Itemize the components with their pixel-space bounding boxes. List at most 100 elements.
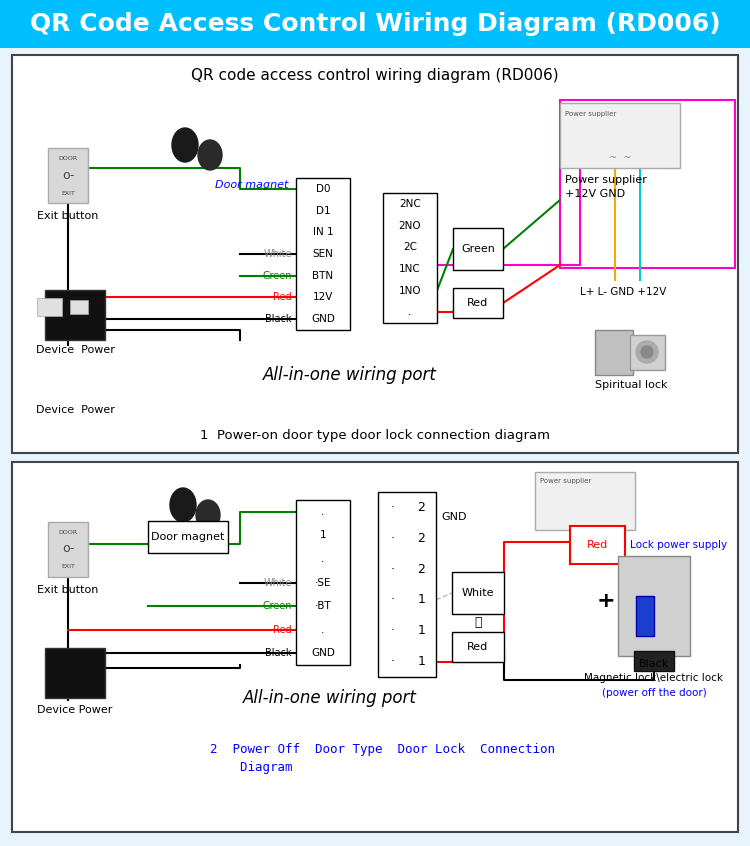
- Text: White: White: [263, 249, 292, 259]
- Bar: [560, 103, 680, 168]
- Bar: [383, 193, 437, 323]
- Text: Device  Power: Device Power: [35, 405, 115, 415]
- Text: D0: D0: [316, 184, 330, 194]
- Text: DOOR: DOOR: [58, 530, 77, 535]
- Text: ·: ·: [391, 624, 394, 637]
- Text: Exit button: Exit button: [38, 211, 99, 221]
- Text: Door magnet: Door magnet: [215, 180, 288, 190]
- Bar: [453, 288, 503, 318]
- Text: 1: 1: [320, 530, 326, 541]
- Text: Device Power: Device Power: [38, 705, 112, 715]
- Bar: [0, 0, 750, 48]
- Text: 2  Power Off  Door Type  Door Lock  Connection: 2 Power Off Door Type Door Lock Connecti…: [210, 744, 555, 756]
- Text: 1: 1: [418, 624, 425, 637]
- Text: .: .: [321, 624, 325, 634]
- Text: Black: Black: [639, 659, 669, 669]
- Text: EXIT: EXIT: [61, 190, 75, 195]
- Bar: [452, 572, 504, 614]
- Text: SEN: SEN: [313, 249, 334, 259]
- Text: Spiritual lock: Spiritual lock: [595, 380, 668, 390]
- Text: Lock power supply: Lock power supply: [630, 540, 727, 550]
- Text: Red: Red: [467, 642, 489, 652]
- Bar: [595, 330, 633, 375]
- Bar: [296, 178, 350, 330]
- Text: 1: 1: [418, 655, 425, 668]
- Text: 1NO: 1NO: [399, 285, 422, 295]
- Text: ·SE: ·SE: [315, 578, 332, 587]
- Text: Green: Green: [262, 271, 292, 281]
- Bar: [45, 290, 105, 340]
- Text: ·: ·: [391, 593, 394, 607]
- Text: Power supplier: Power supplier: [565, 111, 616, 117]
- Text: All-in-one wiring port: All-in-one wiring port: [243, 689, 417, 707]
- Bar: [48, 148, 88, 203]
- Text: Green: Green: [461, 244, 495, 254]
- Text: o-: o-: [62, 168, 74, 182]
- Bar: [560, 100, 735, 268]
- Bar: [12, 55, 738, 453]
- Bar: [12, 462, 738, 832]
- Text: 2: 2: [418, 563, 425, 575]
- Text: Door magnet: Door magnet: [152, 532, 225, 542]
- Text: Exit button: Exit button: [38, 585, 99, 595]
- Bar: [378, 492, 436, 677]
- Text: .: .: [321, 507, 325, 517]
- Text: GND: GND: [311, 314, 335, 324]
- Bar: [37, 298, 62, 316]
- Text: EXIT: EXIT: [61, 564, 75, 569]
- Text: White: White: [263, 578, 292, 587]
- Bar: [453, 228, 503, 270]
- Bar: [45, 648, 105, 698]
- Text: Green: Green: [262, 601, 292, 611]
- Text: Power supplier: Power supplier: [565, 175, 646, 185]
- Bar: [296, 500, 350, 665]
- Bar: [570, 526, 625, 564]
- Bar: [618, 556, 690, 656]
- Text: Diagram: Diagram: [210, 761, 292, 774]
- Text: +12V GND: +12V GND: [565, 189, 626, 199]
- Text: GND: GND: [311, 648, 335, 658]
- Text: 12V: 12V: [313, 293, 333, 302]
- Circle shape: [641, 346, 653, 358]
- Text: 1NC: 1NC: [399, 264, 421, 274]
- Text: Black: Black: [266, 648, 292, 658]
- Text: ·: ·: [391, 563, 394, 575]
- Bar: [634, 651, 674, 671]
- Bar: [148, 521, 228, 553]
- Text: ·BT: ·BT: [315, 601, 332, 611]
- Bar: [452, 632, 504, 662]
- Text: BTN: BTN: [313, 271, 334, 281]
- Text: +: +: [597, 591, 615, 611]
- Bar: [48, 522, 88, 577]
- Text: QR code access control wiring diagram (RD006): QR code access control wiring diagram (R…: [191, 68, 559, 83]
- Text: 2NC: 2NC: [399, 199, 421, 209]
- Text: ~  ~: ~ ~: [609, 153, 631, 163]
- Text: 1: 1: [418, 593, 425, 607]
- Text: White: White: [462, 588, 494, 598]
- Ellipse shape: [172, 128, 198, 162]
- Ellipse shape: [198, 140, 222, 170]
- Bar: [636, 596, 654, 636]
- Text: ·: ·: [391, 532, 394, 545]
- Text: ·: ·: [391, 655, 394, 668]
- Text: Magnetic lock\electric lock: Magnetic lock\electric lock: [584, 673, 724, 683]
- Bar: [535, 472, 635, 530]
- Text: L+ L- GND +12V: L+ L- GND +12V: [580, 287, 666, 297]
- Text: .: .: [408, 307, 412, 317]
- Text: QR Code Access Control Wiring Diagram (RD006): QR Code Access Control Wiring Diagram (R…: [30, 12, 720, 36]
- Circle shape: [636, 341, 658, 363]
- Bar: [70, 300, 88, 314]
- Ellipse shape: [196, 500, 220, 530]
- Text: Red: Red: [467, 298, 489, 308]
- Text: Power supplier: Power supplier: [540, 478, 591, 484]
- Text: Black: Black: [266, 314, 292, 324]
- Text: D1: D1: [316, 206, 330, 216]
- Text: 2NO: 2NO: [399, 221, 422, 230]
- Ellipse shape: [170, 488, 196, 522]
- Text: ·: ·: [391, 501, 394, 514]
- Text: 2C: 2C: [403, 242, 417, 252]
- Text: IN 1: IN 1: [313, 228, 333, 237]
- Text: GND: GND: [441, 512, 466, 522]
- Text: 2: 2: [418, 532, 425, 545]
- Text: Device  Power: Device Power: [35, 345, 115, 355]
